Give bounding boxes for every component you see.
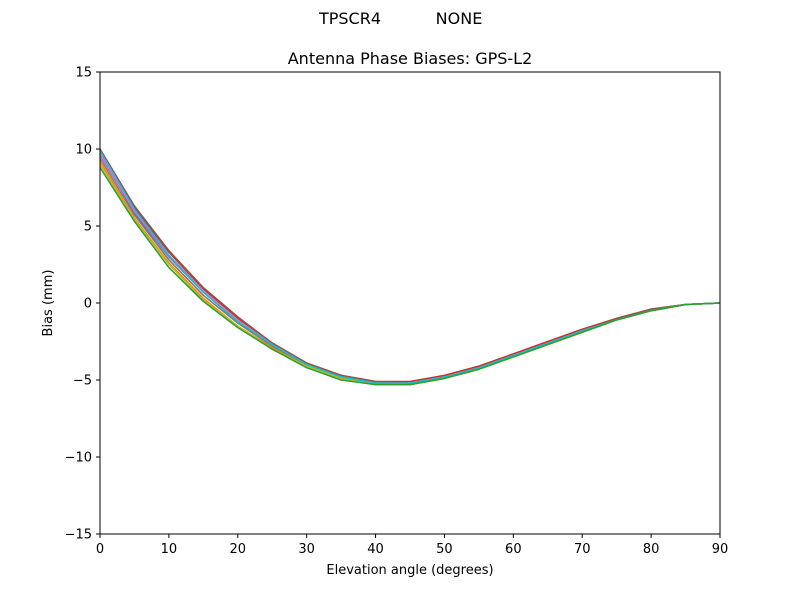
y-tick-label: 0: [84, 297, 92, 312]
y-tick-label: −10: [65, 451, 92, 466]
y-tick-label: 5: [84, 220, 92, 235]
x-tick-label: 10: [161, 542, 178, 557]
radome-name: NONE: [436, 9, 483, 28]
y-tick-label: 10: [75, 143, 92, 158]
y-axis-label: Bias (mm): [41, 270, 56, 337]
y-tick-label: −15: [65, 528, 92, 543]
x-tick-label: 0: [96, 542, 104, 557]
chart-title: Antenna Phase Biases: GPS-L2: [288, 49, 533, 68]
x-tick-label: 40: [367, 542, 384, 557]
x-tick-label: 70: [574, 542, 591, 557]
x-tick-label: 30: [298, 542, 315, 557]
y-tick-label: 15: [75, 66, 92, 81]
x-tick-label: 90: [712, 542, 729, 557]
series-layer: [99, 148, 721, 386]
x-axis: 0 10 20 30 40 50 60 70 80 90: [96, 534, 728, 557]
y-axis: 15 10 5 0 −5 −10 −15: [65, 66, 100, 543]
series-line-10: [99, 167, 721, 386]
y-tick-label: −5: [73, 374, 92, 389]
x-axis-label: Elevation angle (degrees): [326, 563, 493, 578]
x-tick-label: 20: [230, 542, 247, 557]
antenna-name: TPSCR4: [318, 9, 381, 28]
x-tick-label: 60: [505, 542, 522, 557]
x-tick-label: 50: [436, 542, 453, 557]
x-tick-label: 80: [643, 542, 660, 557]
